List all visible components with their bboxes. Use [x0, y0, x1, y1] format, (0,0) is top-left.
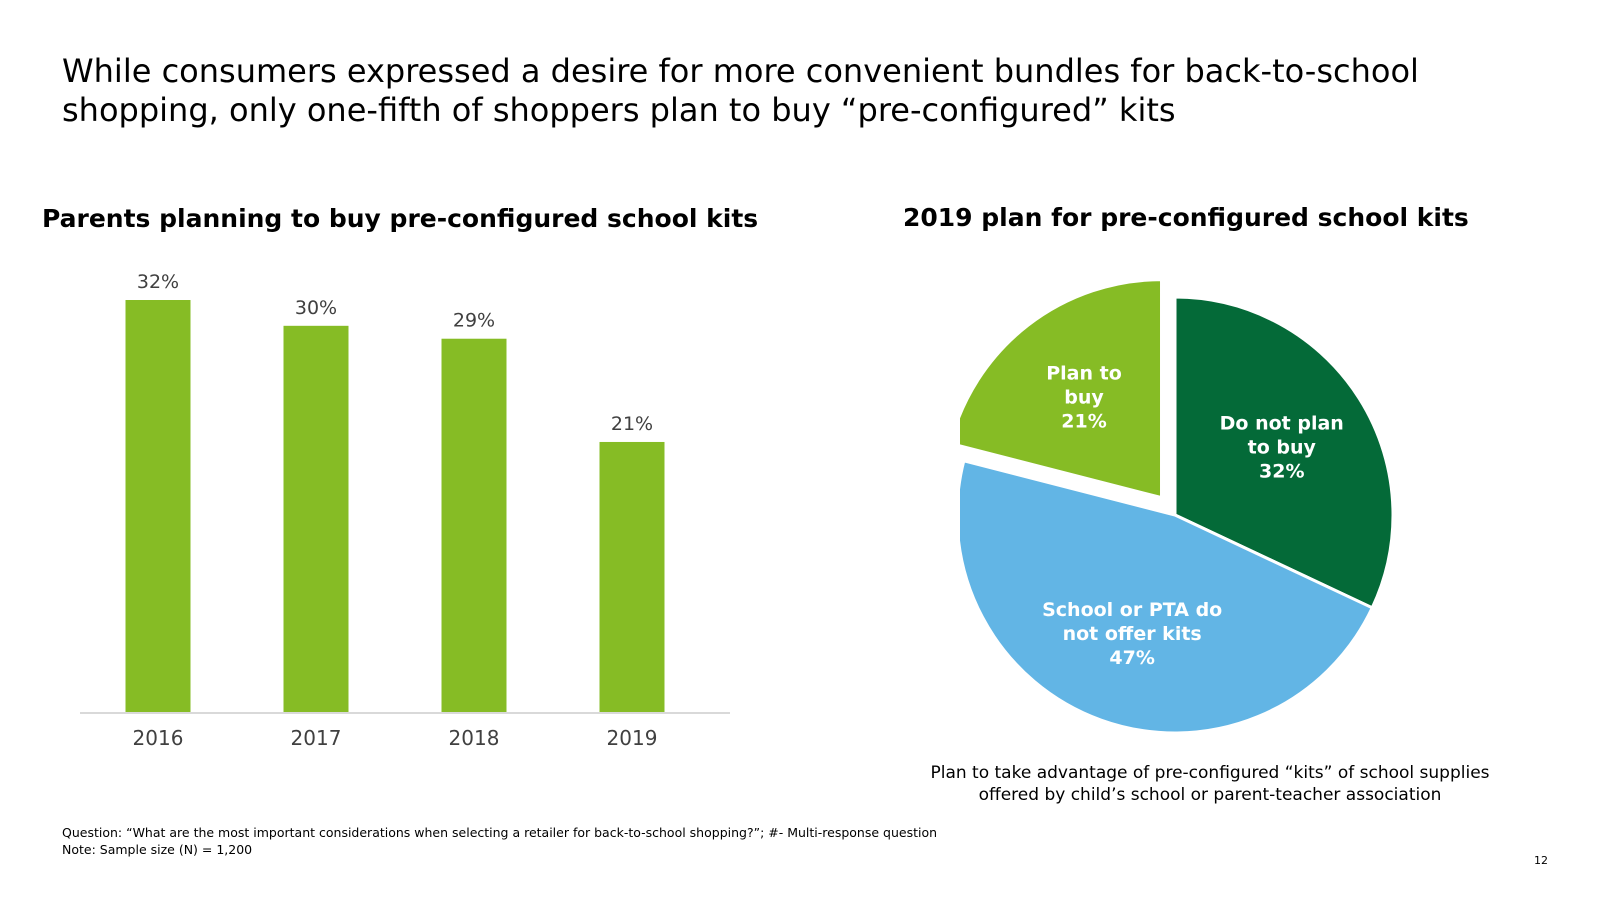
bar-2018 — [441, 338, 507, 713]
x-tick-label: 2016 — [133, 726, 184, 750]
bar-value-label: 32% — [137, 271, 179, 293]
bar-chart: 32% 2016 30% 2017 29% 2018 21% 2019 — [80, 271, 730, 750]
x-tick-label: 2019 — [607, 726, 658, 750]
x-tick-label: 2018 — [449, 726, 500, 750]
pie-slice-school-or-pta-do-not-offer-kits — [960, 458, 1375, 735]
bar-2016 — [125, 300, 191, 713]
pie-slice-do-not-plan-to-buy — [1173, 295, 1395, 610]
x-tick-label: 2017 — [291, 726, 342, 750]
pie-caption-line: Plan to take advantage of pre-configured… — [930, 763, 1490, 783]
footnotes: Question: “What are the most important c… — [62, 824, 937, 858]
pie-chart: Do not plan to buy 32% School or PTA do not … — [960, 278, 1395, 735]
pie-slice-label: Plan to buy 21% — [1046, 363, 1122, 433]
pie-chart-title: 2019 plan for pre-configured school kits — [903, 203, 1469, 232]
page-number: 12 — [1534, 854, 1548, 867]
bar-2019 — [599, 441, 665, 713]
slide-title: While consumers expressed a desire for m… — [62, 52, 1419, 129]
pie-slice-label: School or PTA do not offer kits 47% — [1042, 599, 1222, 669]
pie-caption: Plan to take advantage of pre-configured… — [880, 762, 1540, 806]
bar-value-label: 29% — [453, 310, 495, 332]
footnote-question: Question: “What are the most important c… — [62, 825, 938, 840]
bar-chart-title: Parents planning to buy pre-configured s… — [42, 204, 759, 233]
bar-value-label: 30% — [295, 297, 337, 319]
pie-slice-plan-to-buy — [960, 278, 1164, 500]
pie-caption-line: offered by child’s school or parent-teac… — [978, 785, 1442, 805]
bar-value-label: 21% — [611, 413, 653, 435]
pie-slice-label: Do not plan to buy 32% — [1220, 412, 1344, 482]
footnote-note: Note: Sample size (N) = 1,200 — [62, 842, 253, 857]
bar-2017 — [283, 325, 349, 713]
